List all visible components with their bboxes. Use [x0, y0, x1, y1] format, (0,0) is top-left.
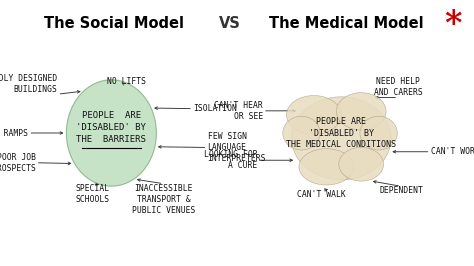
Text: SPECIAL
SCHOOLS: SPECIAL SCHOOLS	[75, 184, 109, 204]
Text: BADLY DESIGNED
BUILDINGS: BADLY DESIGNED BUILDINGS	[0, 74, 57, 94]
Text: NO RAMPS: NO RAMPS	[0, 128, 28, 138]
Text: The Social Model: The Social Model	[44, 16, 184, 31]
Text: CAN'T HEAR
OR SEE: CAN'T HEAR OR SEE	[214, 101, 263, 121]
Text: CAN'T WALK: CAN'T WALK	[297, 190, 346, 199]
Text: CAN'T WORK: CAN'T WORK	[430, 147, 474, 156]
Ellipse shape	[336, 93, 386, 130]
Text: NEED HELP
AND CARERS: NEED HELP AND CARERS	[374, 77, 422, 97]
Text: The Medical Model: The Medical Model	[269, 16, 423, 31]
Ellipse shape	[66, 80, 156, 186]
Text: INACCESSIBLE
TRANSPORT &
PUBLIC VENUES: INACCESSIBLE TRANSPORT & PUBLIC VENUES	[132, 184, 195, 215]
Ellipse shape	[283, 116, 320, 150]
Text: PEOPLE  ARE
'DISABLED' BY
THE  BARRIERS: PEOPLE ARE 'DISABLED' BY THE BARRIERS	[76, 111, 146, 144]
Text: NO LIFTS: NO LIFTS	[107, 77, 146, 86]
Ellipse shape	[360, 116, 397, 150]
Text: DEPENDENT: DEPENDENT	[379, 186, 423, 195]
Ellipse shape	[286, 95, 341, 134]
Text: FEW SIGN
LANGUAGE
INTERPRETERS: FEW SIGN LANGUAGE INTERPRETERS	[208, 132, 266, 163]
Text: *: *	[444, 8, 461, 41]
Text: POOR JOB
PROSPECTS: POOR JOB PROSPECTS	[0, 153, 36, 173]
Text: PEOPLE ARE
'DISABLED' BY
THE MEDICAL CONDITIONS: PEOPLE ARE 'DISABLED' BY THE MEDICAL CON…	[286, 117, 396, 149]
Ellipse shape	[292, 97, 391, 180]
Text: ISOLATION: ISOLATION	[193, 104, 237, 113]
Ellipse shape	[299, 149, 354, 185]
Ellipse shape	[339, 147, 383, 181]
Text: LOOKING FOR
A CURE: LOOKING FOR A CURE	[204, 150, 257, 170]
Text: VS: VS	[219, 16, 241, 31]
